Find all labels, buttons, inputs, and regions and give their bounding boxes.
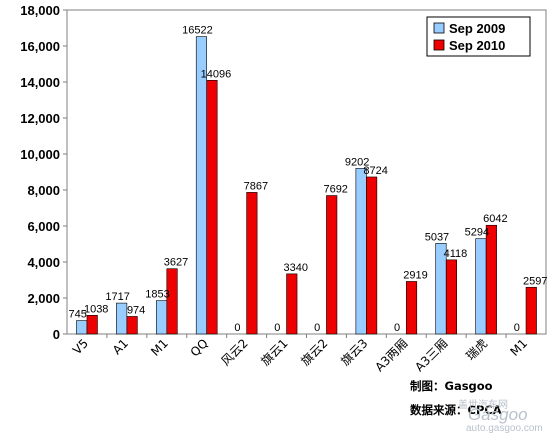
data-label: 5294 xyxy=(465,227,489,239)
bar-sep-2009 xyxy=(76,320,88,335)
data-label: 0 xyxy=(394,322,400,334)
x-tick-label: 风云2 xyxy=(218,336,250,368)
watermark-url: auto.gasgoo.com xyxy=(466,423,543,434)
x-axis: V5 A1 M1 QQ 风云2 旗云1 旗云2 旗云3 A3两厢 A3三厢 瑞虎 M1 xyxy=(70,334,530,374)
bar-sep-2009 xyxy=(475,238,487,335)
y-axis: 0 2,000 4,000 6,000 8,000 10,000 12,000 14,000 1… xyxy=(20,3,67,342)
x-tick-label: V5 xyxy=(70,336,91,357)
legend-swatch-sep-2009 xyxy=(433,22,445,34)
data-label: 7692 xyxy=(323,184,347,196)
data-label: 3627 xyxy=(164,257,188,269)
watermark-sub: 盖世汽车网 xyxy=(458,400,508,411)
legend-swatch-sep-2010 xyxy=(433,39,445,51)
y-tick-label: 14,000 xyxy=(20,75,60,90)
plot-area xyxy=(66,9,547,335)
bar-sep-2010 xyxy=(246,192,258,335)
x-tick-label: 旗云3 xyxy=(338,336,371,369)
data-label: 7867 xyxy=(244,180,268,192)
data-label: 1853 xyxy=(145,289,169,301)
x-tick-label: A1 xyxy=(110,336,131,357)
bar-sep-2010 xyxy=(405,281,418,335)
x-tick-label: M1 xyxy=(148,336,171,359)
bar-sep-2010 xyxy=(485,224,497,335)
x-tick-label: M1 xyxy=(508,336,531,359)
bar-sep-2009 xyxy=(155,300,168,335)
data-label: 4118 xyxy=(444,248,468,260)
data-label: 2597 xyxy=(523,275,547,287)
data-label: 974 xyxy=(127,304,145,316)
x-tick-label: QQ xyxy=(188,336,211,359)
data-label: 2919 xyxy=(403,269,427,281)
y-tick-label: 8,000 xyxy=(27,183,60,198)
data-source-note: 数据来源：CPCA xyxy=(410,403,502,417)
data-label: 8724 xyxy=(363,165,387,177)
x-tick-label: A3两厢 xyxy=(372,336,410,374)
data-label: 9202 xyxy=(345,156,369,168)
bar-sep-2010 xyxy=(445,259,458,335)
legend-label-sep-2010: Sep 2010 xyxy=(449,38,505,53)
legend-label-sep-2009: Sep 2009 xyxy=(449,21,505,36)
x-tick-label: 旗云1 xyxy=(258,336,291,369)
bar-sep-2009 xyxy=(355,168,367,335)
y-tick-label: 0 xyxy=(53,327,60,342)
bar-sep-2010 xyxy=(126,316,138,335)
bar-sep-2010 xyxy=(326,195,338,335)
bar-sep-2009 xyxy=(195,36,208,335)
data-label: 0 xyxy=(274,322,280,334)
y-tick-label: 4,000 xyxy=(27,255,60,270)
watermark-brand: Gasgoo xyxy=(468,405,528,424)
legend: Sep 2009 Sep 2010 xyxy=(426,16,531,57)
x-tick-label: 瑞虎 xyxy=(463,336,490,363)
data-label: 16522 xyxy=(182,25,213,37)
data-label: 14096 xyxy=(201,68,232,80)
bars-group xyxy=(76,36,537,335)
bar-sep-2009 xyxy=(116,302,128,335)
x-tick-label: A3三厢 xyxy=(412,336,450,374)
y-tick-label: 18,000 xyxy=(20,3,60,18)
bar-sep-2010 xyxy=(86,315,98,335)
bar-sep-2010 xyxy=(206,79,218,335)
y-tick-label: 12,000 xyxy=(20,111,60,126)
x-tick-label: 旗云2 xyxy=(298,336,331,369)
data-label: 0 xyxy=(514,322,520,334)
chart-maker-note: 制图：Gasgoo xyxy=(410,379,493,393)
data-label: 1038 xyxy=(84,303,108,315)
bar-sep-2010 xyxy=(366,176,378,335)
data-label: 745 xyxy=(69,309,87,321)
data-label: 1717 xyxy=(105,291,129,303)
data-label: 5037 xyxy=(425,231,449,243)
bar-sep-2010 xyxy=(525,286,537,335)
y-tick-label: 2,000 xyxy=(27,291,60,306)
data-label: 0 xyxy=(234,322,240,334)
y-tick-label: 16,000 xyxy=(20,39,60,54)
data-label: 6042 xyxy=(483,213,507,225)
bar-sep-2010 xyxy=(286,273,298,335)
y-tick-label: 6,000 xyxy=(27,219,60,234)
data-label: 3340 xyxy=(284,262,308,274)
y-tick-label: 10,000 xyxy=(20,147,60,162)
bar-sep-2010 xyxy=(166,268,178,335)
data-label: 0 xyxy=(314,322,320,334)
